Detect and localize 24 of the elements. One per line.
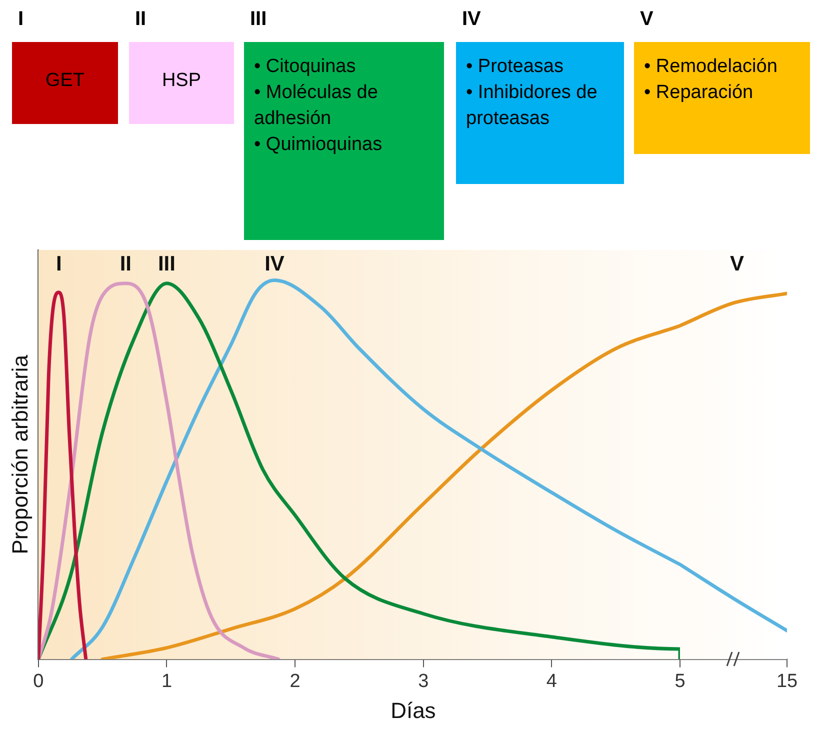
x-tick-label: 4 [546, 670, 558, 692]
x-tick-label: 1 [161, 670, 172, 692]
series-label: I [56, 252, 62, 276]
category-label: IV [462, 8, 481, 31]
x-tick-label: 2 [290, 670, 300, 692]
category-label: I [18, 8, 24, 31]
category-label: II [135, 8, 146, 31]
x-tick-label: 15 [776, 670, 798, 692]
text: • Proteasas • Inhibidores de proteasas [456, 42, 624, 184]
text: • Remodelación • Reparación [634, 42, 810, 154]
x-tick-label: 0 [33, 670, 44, 692]
series-label: V [730, 252, 744, 276]
x-tick-label: 3 [418, 670, 429, 692]
text: GET [12, 42, 118, 124]
series-label: II [120, 252, 132, 276]
y-axis-title: Proporción arbitraria [7, 354, 32, 554]
category-label: V [640, 8, 654, 31]
x-tick-label: 5 [674, 670, 686, 692]
series-label: IV [264, 252, 284, 276]
category-label: III [250, 8, 267, 31]
text: • Citoquinas • Moléculas de adhesión • Quimioquinas [244, 42, 444, 240]
series-label: III [158, 252, 176, 276]
text: HSP [129, 42, 234, 124]
x-axis-title: Días [390, 698, 436, 724]
